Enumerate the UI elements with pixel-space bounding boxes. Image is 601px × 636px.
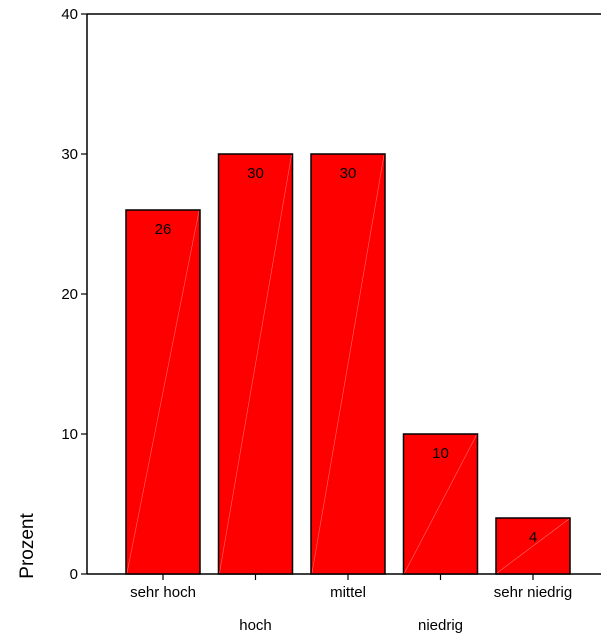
- data-label: 30: [247, 165, 264, 182]
- labels: 26 sehr hoch 30 hoch 30 mittel 10 niedrig 4 sehr …: [130, 165, 572, 634]
- bar-shading-line: [496, 518, 570, 574]
- bars: [125, 153, 571, 575]
- bar-shading-line: [404, 434, 477, 574]
- x-tick-label: niedrig: [418, 617, 463, 634]
- x-tick-label: mittel: [330, 584, 366, 601]
- bar-shading-line: [219, 154, 292, 574]
- y-axis-title: Prozent: [17, 513, 38, 579]
- y-tick-label: 10: [61, 426, 78, 443]
- y-tick-label: 0: [70, 566, 78, 583]
- bar-shading-line: [311, 154, 385, 574]
- x-tick-label: sehr hoch: [130, 584, 196, 601]
- y-tick-label: 30: [61, 146, 78, 163]
- x-tick-label: hoch: [239, 617, 272, 634]
- x-tick-label: sehr niedrig: [494, 584, 572, 601]
- data-label: 10: [432, 445, 449, 462]
- y-tick-label: 20: [61, 286, 78, 303]
- data-label: 4: [529, 529, 537, 546]
- data-label: 26: [155, 221, 172, 238]
- data-label: 30: [340, 165, 357, 182]
- bar-shading-line: [126, 210, 200, 574]
- y-tick-label: 40: [61, 6, 78, 23]
